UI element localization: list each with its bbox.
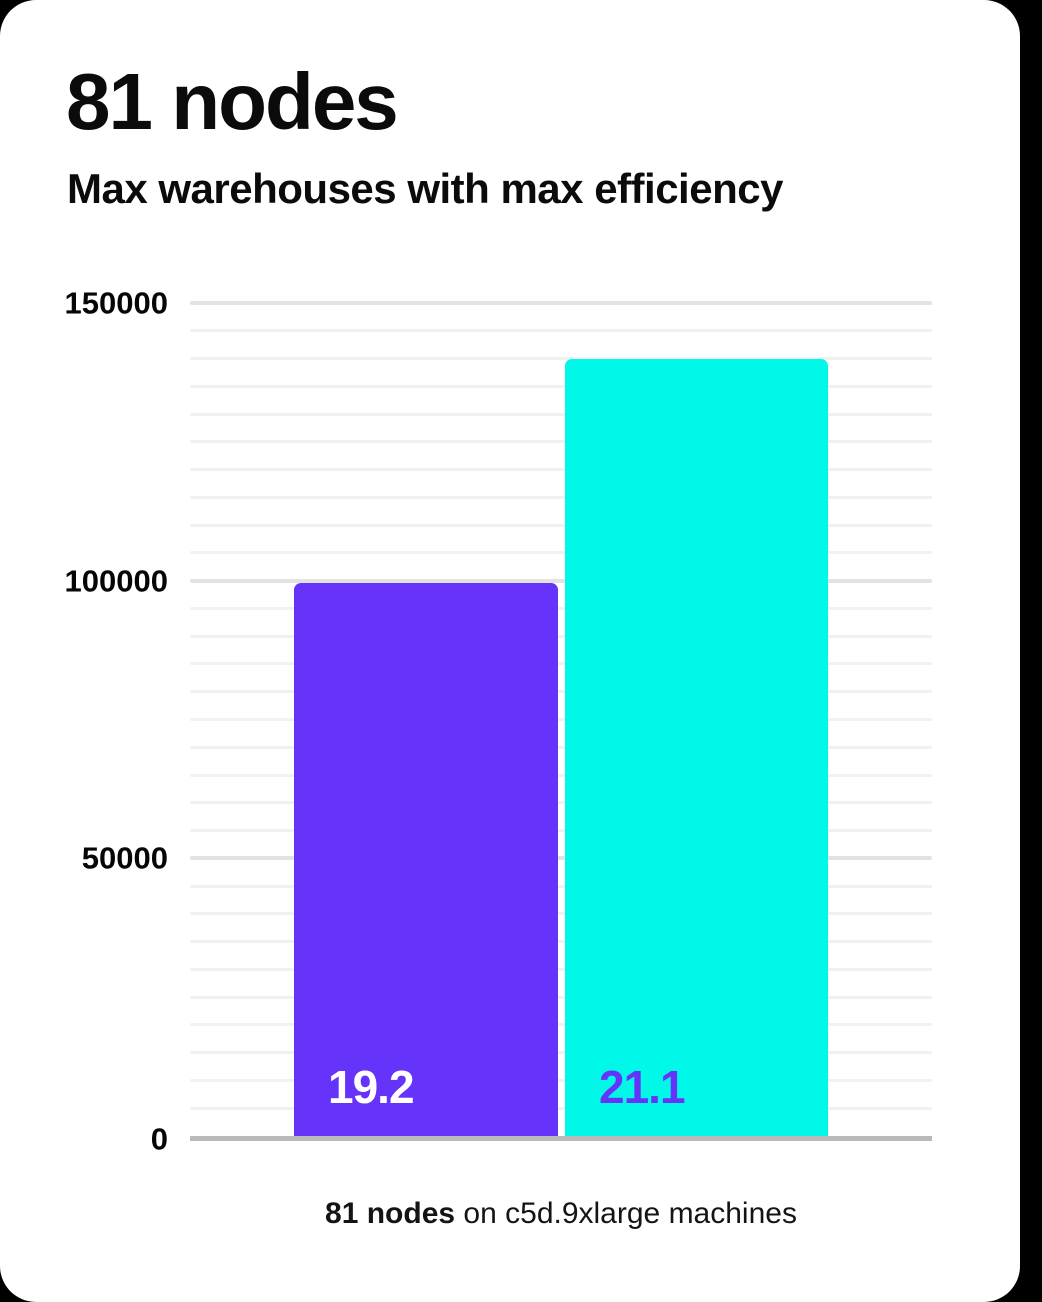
minor-gridline (190, 801, 932, 805)
bar-value-label: 21.1 (599, 1060, 686, 1113)
minor-gridline (190, 634, 932, 638)
minor-gridline (190, 829, 932, 833)
minor-gridline (190, 468, 932, 472)
minor-gridline (190, 1051, 932, 1055)
caption-rest: on c5d.9xlarge machines (455, 1197, 797, 1230)
plot-area: 19.2 21.1 (190, 290, 932, 1150)
minor-gridline (190, 773, 932, 777)
caption-bold: 81 nodes (325, 1197, 456, 1230)
bar: 19.2 (294, 583, 558, 1136)
major-gridline (190, 856, 932, 861)
card: 81 nodes Max warehouses with max efficie… (0, 0, 1020, 1302)
minor-gridline (190, 523, 932, 527)
minor-gridline (190, 718, 932, 721)
y-tick-label: 0 (150, 1121, 168, 1156)
bar: 21.1 (565, 358, 828, 1136)
minor-gridline (190, 995, 932, 999)
minor-gridline (190, 1106, 932, 1110)
minor-gridline (190, 412, 932, 416)
minor-gridline (190, 690, 932, 694)
major-gridline (190, 578, 932, 583)
y-tick-label: 50000 (81, 840, 168, 876)
minor-gridline (190, 1078, 932, 1082)
minor-gridline (190, 967, 932, 971)
major-gridline (190, 301, 932, 305)
minor-gridline (190, 495, 932, 499)
minor-gridline (190, 884, 932, 888)
page-title: 81 nodes (66, 57, 399, 146)
y-tick-label: 150000 (64, 285, 168, 321)
bar-chart: 19.2 21.1 0 50000 100000 150000 (64, 285, 932, 1156)
y-tick-label: 100000 (64, 563, 168, 599)
minor-gridline (190, 1023, 932, 1027)
minor-gridline (190, 606, 932, 610)
minor-gridline (190, 551, 932, 555)
minor-gridline (190, 329, 932, 333)
minor-gridline (190, 745, 932, 749)
minor-gridline (190, 940, 932, 944)
minor-gridline (190, 440, 932, 444)
minor-gridline (190, 384, 932, 388)
bar-value-label: 19.2 (328, 1060, 415, 1113)
minor-gridline (190, 357, 932, 361)
minor-gridline (190, 662, 932, 666)
minor-gridline (190, 912, 932, 916)
page-subtitle: Max warehouses with max efficiency (67, 165, 783, 212)
x-axis-baseline (190, 1136, 932, 1141)
caption: 81 nodes on c5d.9xlarge machines (190, 1192, 932, 1236)
